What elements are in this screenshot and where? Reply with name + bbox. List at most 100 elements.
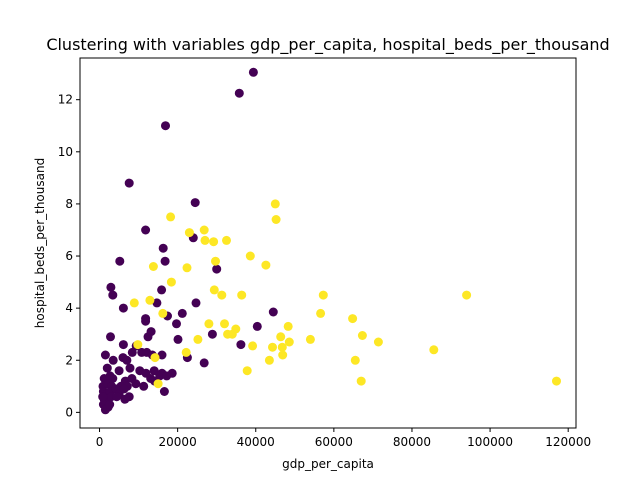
data-point-cluster-0 bbox=[114, 366, 124, 376]
data-point-cluster-1 bbox=[181, 347, 191, 357]
data-point-cluster-1 bbox=[222, 235, 231, 245]
y-axis: 0 2 4 6 8 10 12 bbox=[58, 93, 80, 419]
data-point-cluster-1 bbox=[277, 342, 287, 352]
data-point-cluster-0 bbox=[119, 384, 129, 394]
y-tick-label: 8 bbox=[65, 197, 73, 211]
data-point-cluster-0 bbox=[161, 121, 170, 131]
data-point-cluster-1 bbox=[158, 308, 168, 318]
y-tick-label: 10 bbox=[58, 145, 73, 159]
points-layer bbox=[98, 67, 561, 415]
data-point-cluster-0 bbox=[199, 358, 209, 368]
data-point-cluster-1 bbox=[227, 329, 237, 339]
x-tick-label: 20000 bbox=[159, 435, 197, 449]
data-point-cluster-1 bbox=[200, 235, 210, 245]
data-point-cluster-1 bbox=[552, 376, 561, 386]
data-point-cluster-0 bbox=[143, 332, 153, 342]
data-point-cluster-0 bbox=[122, 355, 132, 365]
data-point-cluster-0 bbox=[100, 350, 110, 360]
data-point-cluster-1 bbox=[316, 308, 326, 318]
data-point-cluster-0 bbox=[268, 307, 278, 317]
data-point-cluster-1 bbox=[283, 321, 293, 331]
data-point-cluster-1 bbox=[357, 331, 367, 340]
y-tick-label: 4 bbox=[65, 301, 73, 315]
data-point-cluster-1 bbox=[220, 319, 229, 329]
data-point-cluster-0 bbox=[248, 67, 258, 77]
data-point-cluster-0 bbox=[177, 308, 187, 318]
data-point-cluster-1 bbox=[204, 319, 214, 329]
data-point-cluster-0 bbox=[105, 400, 115, 409]
data-point-cluster-0 bbox=[234, 88, 244, 98]
y-tick-label: 2 bbox=[65, 353, 73, 367]
data-point-cluster-0 bbox=[118, 340, 128, 350]
data-point-cluster-1 bbox=[248, 341, 258, 351]
data-point-cluster-1 bbox=[462, 290, 472, 300]
data-point-cluster-0 bbox=[108, 290, 118, 300]
data-point-cluster-1 bbox=[199, 225, 209, 235]
x-tick-label: 40000 bbox=[237, 435, 275, 449]
data-point-cluster-0 bbox=[124, 178, 134, 188]
plot-frame bbox=[79, 57, 577, 429]
y-axis-label: hospital_beds_per_thousand bbox=[33, 158, 47, 328]
data-point-cluster-0 bbox=[112, 392, 122, 402]
data-point-cluster-1 bbox=[261, 260, 271, 270]
data-point-cluster-1 bbox=[276, 332, 286, 342]
x-tick-label: 60000 bbox=[315, 435, 353, 449]
y-tick-label: 6 bbox=[65, 249, 73, 263]
data-point-cluster-0 bbox=[159, 387, 169, 396]
data-point-cluster-0 bbox=[139, 381, 149, 391]
data-point-cluster-0 bbox=[212, 264, 222, 274]
data-point-cluster-1 bbox=[193, 334, 203, 344]
data-point-cluster-1 bbox=[373, 337, 383, 347]
data-point-cluster-1 bbox=[184, 228, 194, 238]
data-point-cluster-1 bbox=[268, 342, 277, 352]
data-point-cluster-0 bbox=[190, 198, 200, 208]
data-point-cluster-0 bbox=[108, 355, 118, 365]
data-point-cluster-0 bbox=[252, 321, 262, 331]
x-axis: 0 20000 40000 60000 80000 100000 120000 bbox=[96, 428, 591, 449]
data-point-cluster-0 bbox=[120, 394, 130, 404]
data-point-cluster-0 bbox=[172, 319, 181, 329]
data-point-cluster-0 bbox=[191, 298, 201, 308]
data-point-cluster-1 bbox=[129, 298, 139, 308]
data-point-cluster-1 bbox=[209, 285, 219, 295]
data-point-cluster-1 bbox=[264, 355, 274, 365]
data-point-cluster-1 bbox=[148, 262, 158, 271]
data-point-cluster-0 bbox=[158, 243, 168, 253]
data-point-cluster-0 bbox=[141, 316, 151, 326]
data-point-cluster-0 bbox=[106, 282, 116, 292]
data-point-cluster-1 bbox=[356, 376, 366, 386]
data-point-cluster-1 bbox=[270, 199, 280, 209]
data-point-cluster-0 bbox=[236, 340, 246, 350]
data-point-cluster-1 bbox=[348, 314, 358, 324]
data-point-cluster-1 bbox=[245, 251, 255, 261]
data-point-cluster-1 bbox=[150, 353, 160, 363]
data-point-cluster-1 bbox=[429, 345, 439, 355]
data-point-cluster-0 bbox=[152, 298, 162, 308]
chart-title: Clustering with variables gdp_per_capita… bbox=[46, 35, 609, 55]
data-point-cluster-0 bbox=[125, 363, 135, 373]
data-point-cluster-1 bbox=[166, 277, 176, 287]
data-point-cluster-1 bbox=[271, 215, 281, 224]
data-point-cluster-1 bbox=[211, 256, 220, 266]
x-axis-label: gdp_per_capita bbox=[282, 457, 374, 471]
data-point-cluster-0 bbox=[141, 225, 151, 235]
data-point-cluster-1 bbox=[217, 290, 227, 300]
data-point-cluster-1 bbox=[182, 263, 192, 273]
data-point-cluster-0 bbox=[102, 363, 112, 373]
data-point-cluster-0 bbox=[157, 350, 167, 360]
data-point-cluster-1 bbox=[153, 379, 163, 389]
data-point-cluster-0 bbox=[131, 379, 141, 389]
data-point-cluster-1 bbox=[278, 350, 288, 360]
data-point-cluster-1 bbox=[145, 295, 155, 305]
data-point-cluster-1 bbox=[305, 334, 315, 344]
data-point-cluster-0 bbox=[118, 303, 128, 313]
data-point-cluster-0 bbox=[162, 371, 172, 381]
data-point-cluster-1 bbox=[209, 237, 219, 247]
data-point-cluster-1 bbox=[166, 212, 176, 222]
data-point-cluster-0 bbox=[106, 332, 115, 342]
data-point-cluster-0 bbox=[157, 285, 167, 295]
x-tick-label: 100000 bbox=[467, 435, 513, 449]
x-tick-label: 0 bbox=[96, 435, 104, 449]
